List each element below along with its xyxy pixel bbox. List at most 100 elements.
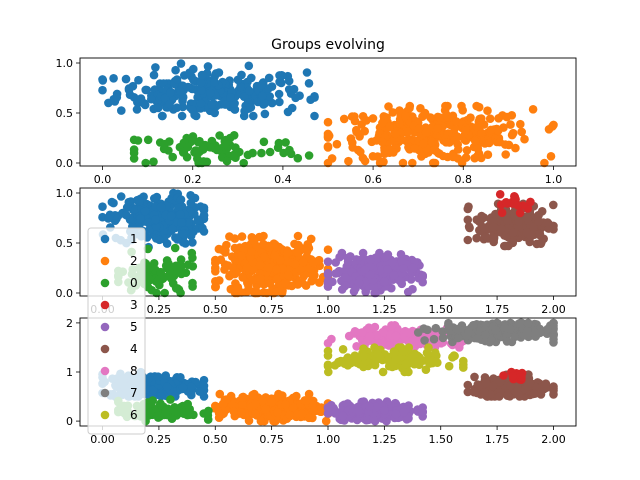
data-point-group-6 (401, 359, 411, 369)
data-point-group-6 (378, 367, 388, 377)
data-point-group-1 (147, 94, 156, 104)
data-point-group-2 (261, 404, 271, 414)
data-point-group-7 (464, 328, 474, 337)
data-point-group-1 (156, 391, 166, 401)
data-point-group-4 (503, 216, 512, 225)
data-point-group-1 (207, 100, 217, 109)
data-point-group-2 (540, 158, 549, 168)
legend-label-1: 1 (130, 232, 138, 246)
data-point-group-6 (383, 355, 392, 365)
data-point-group-1 (186, 382, 196, 392)
data-point-group-2 (323, 158, 333, 168)
data-point-group-1 (176, 86, 185, 96)
data-point-group-4 (489, 234, 499, 244)
data-point-group-6 (430, 348, 440, 358)
axes-2: 0.000.250.500.751.001.251.501.752.000.00… (56, 187, 577, 316)
data-point-group-6 (399, 346, 408, 356)
data-point-group-1 (186, 198, 196, 208)
legend-label-7: 7 (130, 386, 138, 400)
data-point-group-0 (166, 274, 176, 283)
data-point-group-6 (391, 355, 401, 364)
data-point-group-0 (173, 266, 183, 276)
data-point-group-4 (495, 377, 505, 387)
legend-label-4: 4 (130, 342, 138, 356)
data-point-group-1 (199, 211, 209, 220)
data-point-group-2 (380, 145, 389, 155)
data-point-group-4 (463, 380, 473, 390)
data-point-group-1 (196, 99, 206, 108)
data-point-group-1 (156, 202, 166, 212)
data-point-group-4 (475, 381, 484, 391)
data-point-group-1 (136, 213, 145, 223)
x-tick-label: 1.00 (316, 433, 341, 446)
data-point-group-1 (257, 80, 266, 90)
data-point-group-5 (328, 277, 337, 287)
data-point-group-1 (186, 191, 195, 200)
y-tick-label: 0.0 (56, 157, 74, 170)
data-point-group-6 (424, 343, 433, 352)
legend-marker-0 (100, 278, 110, 288)
data-point-group-6 (414, 360, 424, 369)
data-point-group-3 (501, 198, 511, 207)
data-point-group-7 (454, 333, 463, 343)
data-point-group-2 (477, 128, 486, 138)
data-point-group-7 (429, 334, 439, 344)
x-tick-label: 0.00 (90, 433, 115, 446)
data-point-group-2 (332, 139, 342, 149)
legend-marker-1 (100, 234, 110, 244)
data-point-group-0 (274, 138, 284, 148)
legend-marker-7 (100, 388, 110, 398)
data-point-group-4 (525, 378, 535, 388)
x-tick-label: 2.00 (541, 303, 566, 316)
data-point-group-5 (323, 268, 333, 278)
data-point-group-2 (433, 148, 443, 158)
data-point-group-0 (133, 136, 143, 145)
data-point-group-7 (531, 332, 540, 341)
data-point-group-2 (508, 128, 518, 138)
data-point-group-2 (255, 260, 265, 270)
data-point-group-0 (183, 399, 192, 409)
data-point-group-5 (360, 265, 370, 275)
data-point-group-1 (161, 371, 170, 380)
data-point-group-2 (520, 134, 529, 144)
data-point-group-2 (384, 102, 393, 111)
data-point-group-0 (143, 135, 153, 145)
x-tick-label: 1.25 (372, 433, 397, 446)
data-point-group-6 (376, 354, 385, 364)
data-point-group-4 (480, 223, 489, 233)
data-point-group-2 (292, 391, 301, 401)
data-point-group-2 (483, 150, 493, 159)
data-point-group-7 (438, 333, 448, 343)
data-point-group-0 (155, 400, 165, 410)
data-point-group-2 (360, 156, 370, 166)
chart-title: Groups evolving (271, 37, 385, 53)
data-point-group-1 (166, 88, 175, 98)
data-point-group-2 (391, 129, 400, 139)
data-point-group-2 (352, 125, 361, 135)
data-point-group-4 (529, 389, 539, 399)
data-point-group-5 (388, 258, 397, 267)
data-point-group-4 (534, 217, 544, 226)
y-tick-label: 0.0 (56, 287, 74, 300)
data-point-group-2 (297, 409, 307, 419)
data-point-group-2 (466, 113, 475, 122)
data-point-group-2 (304, 413, 314, 423)
data-point-group-2 (385, 122, 394, 132)
data-point-group-2 (267, 397, 277, 407)
x-tick-label: 1.75 (485, 433, 510, 446)
y-tick-label: 1 (66, 366, 73, 379)
data-point-group-2 (485, 114, 495, 123)
data-point-group-1 (142, 85, 152, 95)
data-point-group-8 (378, 338, 387, 348)
data-point-group-1 (151, 215, 160, 224)
data-point-group-4 (495, 392, 504, 401)
data-point-group-5 (396, 250, 406, 259)
data-point-group-1 (187, 229, 196, 238)
data-point-group-1 (148, 385, 158, 395)
data-point-group-0 (146, 408, 155, 418)
data-point-group-1 (249, 111, 258, 121)
y-tick-label: 1.0 (56, 187, 74, 200)
data-point-group-2 (395, 119, 404, 128)
data-point-group-2 (323, 245, 333, 254)
